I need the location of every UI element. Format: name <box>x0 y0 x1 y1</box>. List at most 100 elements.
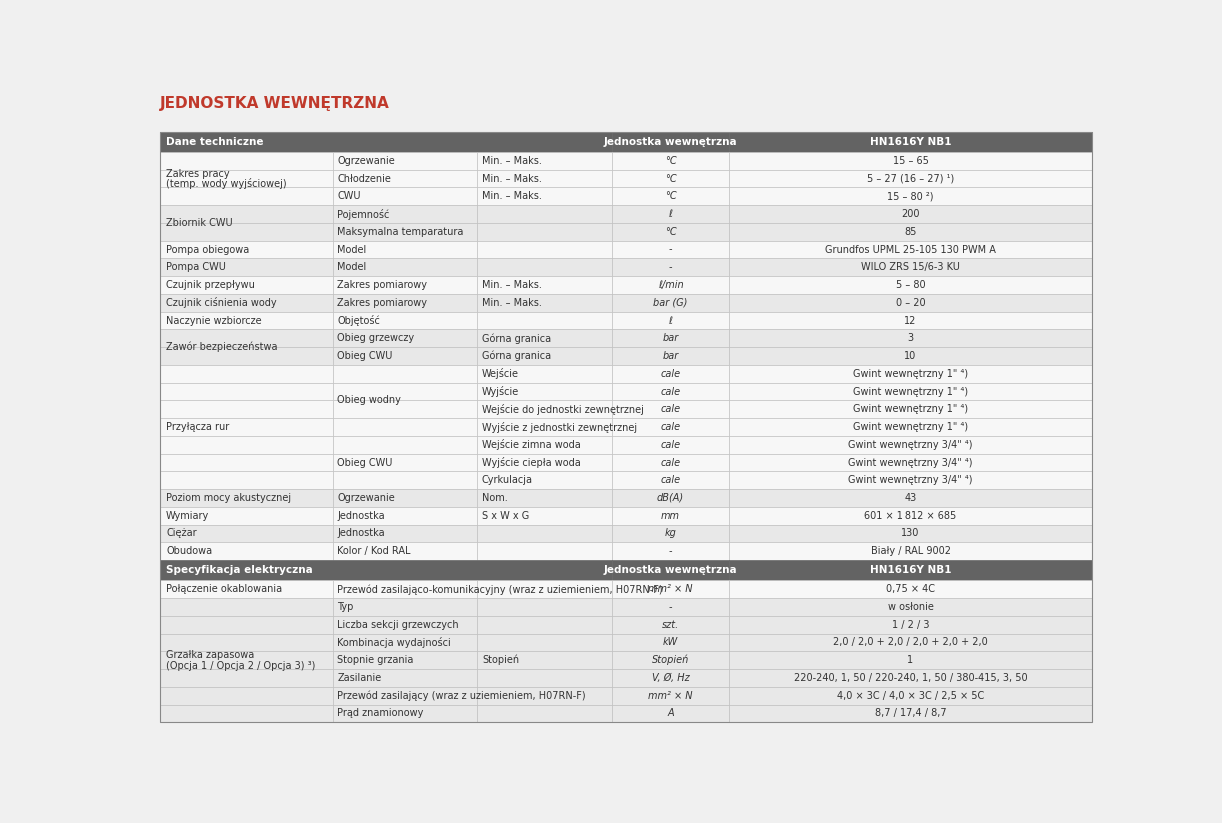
Text: Obieg CWU: Obieg CWU <box>337 351 392 361</box>
Text: Wyjście ciepła woda: Wyjście ciepła woda <box>481 457 580 468</box>
Bar <box>728 580 1092 598</box>
Bar <box>612 542 728 560</box>
Text: JEDNOSTKA WEWNĘTRZNA: JEDNOSTKA WEWNĘTRZNA <box>160 96 390 111</box>
Bar <box>728 524 1092 542</box>
Bar <box>332 418 477 436</box>
Text: CWU: CWU <box>337 192 360 202</box>
Bar <box>612 634 728 651</box>
Text: Chłodzenie: Chłodzenie <box>337 174 391 184</box>
Text: Poziom mocy akustycznej: Poziom mocy akustycznej <box>166 493 291 503</box>
Bar <box>160 205 332 223</box>
Text: 601 × 1 812 × 685: 601 × 1 812 × 685 <box>864 511 957 521</box>
Bar <box>477 524 612 542</box>
Text: cale: cale <box>660 369 681 379</box>
Bar <box>728 651 1092 669</box>
Text: cale: cale <box>660 475 681 486</box>
Text: 130: 130 <box>902 528 920 538</box>
Text: Wyjście z jednostki zewnętrznej: Wyjście z jednostki zewnętrznej <box>481 421 637 433</box>
Bar <box>477 365 612 383</box>
Text: HN1616Y NB1: HN1616Y NB1 <box>870 565 951 575</box>
Text: Ogrzewanie: Ogrzewanie <box>337 493 395 503</box>
Bar <box>612 152 728 170</box>
Text: Min. – Maks.: Min. – Maks. <box>481 156 541 166</box>
Bar <box>612 560 728 580</box>
Text: Model: Model <box>337 244 367 254</box>
Bar <box>477 616 612 634</box>
Text: Gwint wewnętrzny 1" ⁴): Gwint wewnętrzny 1" ⁴) <box>853 387 968 397</box>
Bar <box>728 616 1092 634</box>
Bar <box>160 436 332 453</box>
Text: 12: 12 <box>904 315 916 326</box>
Bar <box>612 329 728 347</box>
Text: Nom.: Nom. <box>481 493 507 503</box>
Bar <box>612 453 728 472</box>
Text: Ciężar: Ciężar <box>166 528 197 538</box>
Bar <box>612 472 728 489</box>
Bar <box>160 472 332 489</box>
Bar <box>160 560 612 580</box>
Text: cale: cale <box>660 387 681 397</box>
Bar <box>477 294 612 312</box>
Text: Ogrzewanie: Ogrzewanie <box>337 156 395 166</box>
Text: S x W x G: S x W x G <box>481 511 529 521</box>
Bar <box>332 472 477 489</box>
Text: 2,0 / 2,0 + 2,0 / 2,0 + 2,0 + 2,0: 2,0 / 2,0 + 2,0 / 2,0 + 2,0 + 2,0 <box>833 638 987 648</box>
Text: °C: °C <box>665 156 676 166</box>
Bar <box>728 669 1092 687</box>
Text: 15 – 80 ²): 15 – 80 ²) <box>887 192 934 202</box>
Text: Czujnik ciśnienia wody: Czujnik ciśnienia wody <box>166 297 276 309</box>
Bar <box>477 205 612 223</box>
Text: Cyrkulacja: Cyrkulacja <box>481 475 533 486</box>
Text: 0,75 × 4C: 0,75 × 4C <box>886 584 935 594</box>
Bar <box>612 651 728 669</box>
Text: mm² × N: mm² × N <box>649 690 693 700</box>
Bar <box>477 383 612 401</box>
Bar <box>612 223 728 240</box>
Text: Obieg grzewczy: Obieg grzewczy <box>337 333 414 343</box>
Text: WILO ZRS 15/6-3 KU: WILO ZRS 15/6-3 KU <box>862 263 960 272</box>
Text: -: - <box>668 244 672 254</box>
Bar <box>160 365 332 383</box>
Text: Przewód zasilająco-komunikacyjny (wraz z uziemieniem, H07RN-F): Przewód zasilająco-komunikacyjny (wraz z… <box>337 584 664 594</box>
Bar <box>477 651 612 669</box>
Bar <box>728 312 1092 329</box>
Text: (Opcja 1 / Opcja 2 / Opcja 3) ³): (Opcja 1 / Opcja 2 / Opcja 3) ³) <box>166 661 315 671</box>
Bar <box>160 223 332 240</box>
Text: Objętość: Objętość <box>337 315 380 326</box>
Bar <box>612 132 728 152</box>
Text: Gwint wewnętrzny 1" ⁴): Gwint wewnętrzny 1" ⁴) <box>853 404 968 414</box>
Text: Zakres pracy: Zakres pracy <box>166 169 230 179</box>
Text: 3: 3 <box>908 333 914 343</box>
Bar <box>477 542 612 560</box>
Bar <box>160 489 332 507</box>
Bar <box>612 616 728 634</box>
Bar <box>332 188 477 205</box>
Text: 0 – 20: 0 – 20 <box>896 298 925 308</box>
Bar <box>477 472 612 489</box>
Bar <box>728 560 1092 580</box>
Text: w osłonie: w osłonie <box>887 602 934 612</box>
Bar <box>728 598 1092 616</box>
Bar <box>612 240 728 258</box>
Bar <box>160 669 332 687</box>
Bar <box>332 489 477 507</box>
Bar <box>332 258 477 277</box>
Bar <box>612 704 728 723</box>
Bar <box>477 312 612 329</box>
Text: Biały / RAL 9002: Biały / RAL 9002 <box>870 546 951 556</box>
Bar <box>332 152 477 170</box>
Text: -: - <box>668 263 672 272</box>
Bar <box>332 704 477 723</box>
Bar <box>332 651 477 669</box>
Bar <box>332 598 477 616</box>
Bar <box>332 223 477 240</box>
Bar <box>612 489 728 507</box>
Bar <box>612 598 728 616</box>
Bar <box>612 365 728 383</box>
Text: Liczba sekcji grzewczych: Liczba sekcji grzewczych <box>337 620 459 630</box>
Text: Połączenie okablowania: Połączenie okablowania <box>166 584 282 594</box>
Text: 8,7 / 17,4 / 8,7: 8,7 / 17,4 / 8,7 <box>875 709 946 718</box>
Text: Przewód zasilający (wraz z uziemieniem, H07RN-F): Przewód zasilający (wraz z uziemieniem, … <box>337 690 587 701</box>
Bar <box>332 436 477 453</box>
Text: Dane techniczne: Dane techniczne <box>166 137 264 146</box>
